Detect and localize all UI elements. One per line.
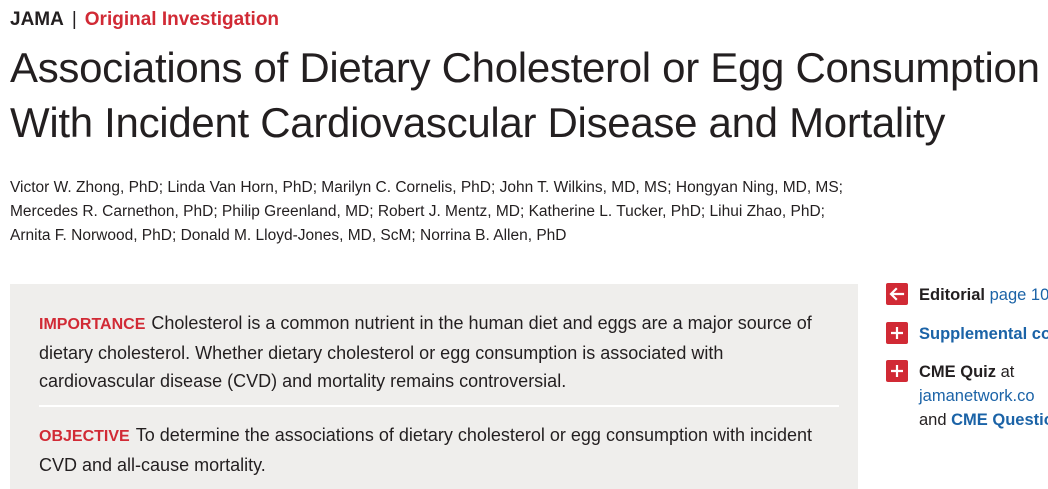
cme-site-link[interactable]: jamanetwork.co: [919, 387, 1035, 405]
author-line-1: Victor W. Zhong, PhD; Linda Van Horn, Ph…: [10, 179, 843, 196]
header-separator: |: [71, 9, 77, 30]
importance-heading: IMPORTANCE: [39, 316, 146, 333]
supplemental-link[interactable]: Supplemental co: [919, 325, 1048, 343]
objective-text: To determine the associations of dietary…: [39, 425, 813, 475]
abstract-divider: [39, 405, 839, 407]
abstract-importance: IMPORTANCE Cholesterol is a common nutrie…: [39, 309, 839, 395]
plus-icon: [886, 360, 908, 382]
plus-icon: [886, 322, 908, 344]
author-line-2: Mercedes R. Carnethon, PhD; Philip Green…: [10, 203, 825, 220]
abstract-panel: IMPORTANCE Cholesterol is a common nutrie…: [10, 284, 858, 489]
editorial-label: Editorial: [919, 286, 986, 304]
author-line-3: Arnita F. Norwood, PhD; Donald M. Lloyd-…: [10, 227, 567, 244]
article-title: Associations of Dietary Cholesterol or E…: [10, 40, 1048, 150]
editorial-text: Editorial page 10.: [919, 283, 1048, 307]
journal-header: JAMA | Original Investigation: [10, 8, 279, 32]
author-list: Victor W. Zhong, PhD; Linda Van Horn, Ph…: [10, 176, 843, 248]
cme-quiz-text: CME Quiz at: [919, 360, 1014, 384]
cme-and-text: and: [919, 411, 947, 429]
cme-at-text: at: [1000, 363, 1015, 381]
objective-heading: OBJECTIVE: [39, 428, 130, 445]
cme-questions-line: and CME Questio: [919, 408, 1048, 432]
cme-questions-link[interactable]: CME Questio: [951, 411, 1048, 429]
importance-text: Cholesterol is a common nutrient in the …: [39, 313, 812, 391]
title-line-1: Associations of Dietary Cholesterol or E…: [10, 44, 1040, 91]
arrow-left-icon: [886, 283, 908, 305]
abstract-objective: OBJECTIVE To determine the associations o…: [39, 421, 839, 479]
article-type-label: Original Investigation: [84, 9, 280, 30]
cme-quiz-label: CME Quiz: [919, 363, 996, 381]
title-line-2: With Incident Cardiovascular Disease and…: [10, 99, 946, 146]
journal-name: JAMA: [10, 9, 64, 30]
editorial-page-link[interactable]: page 10.: [989, 286, 1048, 304]
